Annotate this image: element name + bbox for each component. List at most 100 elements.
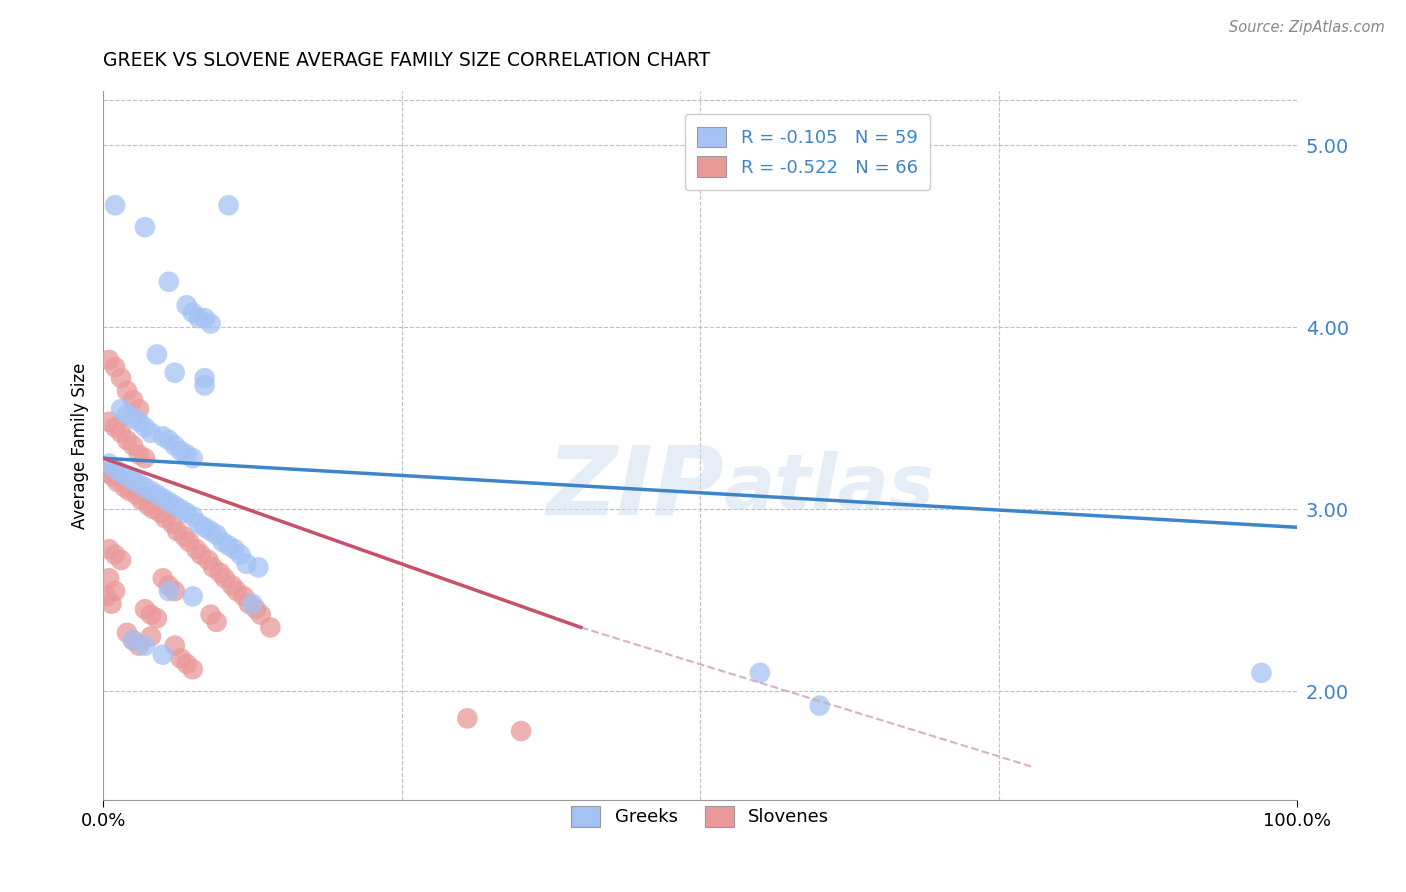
Point	[157, 578, 180, 592]
Point	[122, 438, 145, 452]
Point	[194, 378, 217, 392]
Point	[181, 662, 204, 676]
Point	[115, 469, 138, 483]
Point	[205, 527, 228, 541]
Point	[194, 371, 217, 385]
Point	[201, 560, 224, 574]
Point	[229, 548, 252, 562]
Point	[209, 566, 232, 580]
Point	[115, 625, 138, 640]
Point	[125, 487, 148, 501]
Point	[187, 311, 209, 326]
Point	[194, 311, 217, 326]
Point	[247, 560, 270, 574]
Point	[96, 466, 118, 480]
Point	[110, 371, 132, 385]
Point	[221, 578, 243, 592]
Point	[110, 402, 132, 417]
Text: atlas: atlas	[724, 451, 935, 525]
Point	[233, 590, 256, 604]
Point	[176, 657, 198, 671]
Point	[211, 534, 233, 549]
Point	[748, 665, 770, 680]
Point	[107, 475, 129, 489]
Point	[197, 553, 219, 567]
Legend: Greeks, Slovenes: Greeks, Slovenes	[564, 798, 837, 834]
Point	[128, 402, 150, 417]
Point	[98, 571, 121, 585]
Point	[149, 506, 172, 520]
Point	[186, 542, 208, 557]
Point	[122, 473, 145, 487]
Point	[242, 597, 264, 611]
Text: Source: ZipAtlas.com: Source: ZipAtlas.com	[1229, 20, 1385, 35]
Point	[98, 415, 121, 429]
Point	[146, 347, 169, 361]
Point	[142, 502, 165, 516]
Point	[225, 584, 247, 599]
Point	[134, 602, 156, 616]
Point	[181, 451, 204, 466]
Point	[138, 499, 160, 513]
Point	[139, 630, 162, 644]
Point	[200, 524, 222, 538]
Point	[249, 607, 271, 622]
Point	[155, 511, 177, 525]
Point	[115, 384, 138, 398]
Point	[163, 366, 186, 380]
Point	[115, 433, 138, 447]
Point	[139, 483, 162, 498]
Point	[118, 483, 141, 498]
Point	[139, 425, 162, 440]
Point	[100, 597, 122, 611]
Point	[170, 502, 193, 516]
Point	[163, 639, 186, 653]
Y-axis label: Average Family Size: Average Family Size	[72, 362, 89, 529]
Point	[176, 448, 198, 462]
Point	[162, 516, 184, 531]
Point	[104, 360, 127, 375]
Point	[173, 529, 195, 543]
Point	[218, 198, 240, 212]
Point	[104, 548, 127, 562]
Point	[176, 506, 198, 520]
Point	[181, 509, 204, 524]
Point	[128, 415, 150, 429]
Point	[190, 548, 212, 562]
Point	[152, 491, 174, 506]
Point	[134, 220, 156, 235]
Point	[115, 408, 138, 422]
Point	[170, 651, 193, 665]
Point	[152, 648, 174, 662]
Point	[163, 499, 186, 513]
Point	[128, 639, 150, 653]
Point	[205, 615, 228, 629]
Point	[181, 590, 204, 604]
Point	[131, 493, 153, 508]
Text: GREEK VS SLOVENE AVERAGE FAMILY SIZE CORRELATION CHART: GREEK VS SLOVENE AVERAGE FAMILY SIZE COR…	[103, 51, 710, 70]
Point	[98, 457, 121, 471]
Point	[235, 557, 257, 571]
Point	[176, 298, 198, 312]
Point	[214, 571, 236, 585]
Point	[157, 495, 180, 509]
Point	[456, 711, 478, 725]
Text: ZIP: ZIP	[546, 442, 724, 534]
Point	[139, 607, 162, 622]
Point	[101, 469, 124, 483]
Point	[157, 584, 180, 599]
Point	[122, 392, 145, 407]
Point	[110, 553, 132, 567]
Point	[104, 420, 127, 434]
Point	[194, 520, 217, 534]
Point	[808, 698, 831, 713]
Point	[152, 429, 174, 443]
Point	[104, 462, 127, 476]
Point	[128, 448, 150, 462]
Point	[157, 275, 180, 289]
Point	[134, 639, 156, 653]
Point	[245, 602, 267, 616]
Point	[187, 516, 209, 531]
Point	[114, 480, 136, 494]
Point	[98, 353, 121, 368]
